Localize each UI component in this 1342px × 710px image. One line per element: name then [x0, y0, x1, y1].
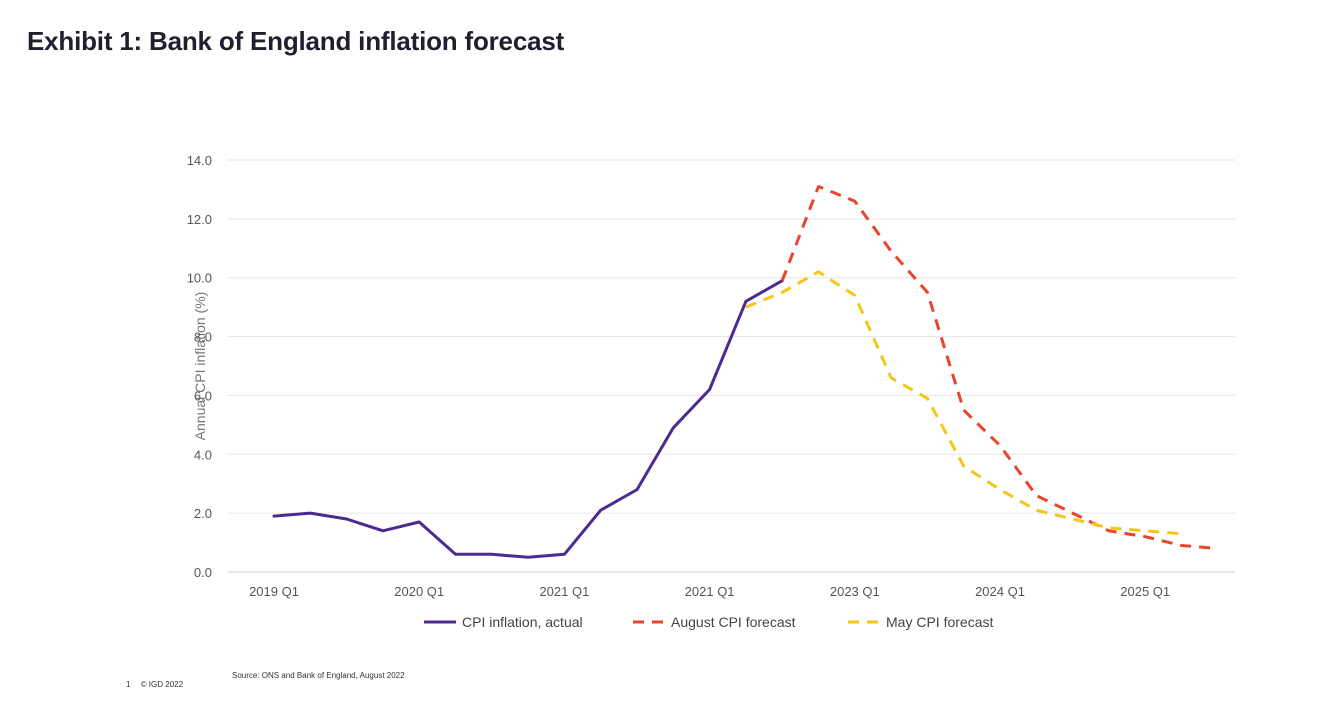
x-tick-label: 2019 Q1 — [249, 584, 299, 599]
y-tick-label: 0.0 — [194, 565, 212, 580]
y-tick-label: 12.0 — [187, 212, 212, 227]
legend-label: CPI inflation, actual — [462, 614, 583, 630]
x-tick-label: 2025 Q1 — [1120, 584, 1170, 599]
x-tick-label: 2021 Q1 — [685, 584, 735, 599]
y-tick-label: 2.0 — [194, 506, 212, 521]
y-tick-label: 10.0 — [187, 271, 212, 286]
page-number: 1 — [126, 680, 131, 689]
copyright-text: © IGD 2022 — [140, 680, 184, 689]
x-tick-label: 2021 Q1 — [539, 584, 589, 599]
exhibit-title: Exhibit 1: Bank of England inflation for… — [27, 26, 565, 56]
y-axis-label: Annual CPI inflation (%) — [192, 292, 208, 441]
footer-copyright: 1 © IGD 2022 — [126, 680, 191, 689]
source-note: Source: ONS and Bank of England, August … — [232, 671, 405, 680]
x-tick-label: 2024 Q1 — [975, 584, 1025, 599]
series-line-cpi-inflation-actual — [272, 279, 784, 559]
y-tick-label: 4.0 — [194, 447, 212, 462]
y-tick-label: 8.0 — [194, 330, 212, 345]
legend-label: August CPI forecast — [671, 614, 796, 630]
x-tick-label: 2023 Q1 — [830, 584, 880, 599]
series-line-may-cpi-forecast — [745, 270, 1182, 536]
series-line-august-cpi-forecast — [780, 185, 1218, 550]
x-tick-label: 2020 Q1 — [394, 584, 444, 599]
y-tick-label: 6.0 — [194, 388, 212, 403]
y-tick-label: 14.0 — [187, 153, 212, 168]
legend-label: May CPI forecast — [886, 614, 993, 630]
